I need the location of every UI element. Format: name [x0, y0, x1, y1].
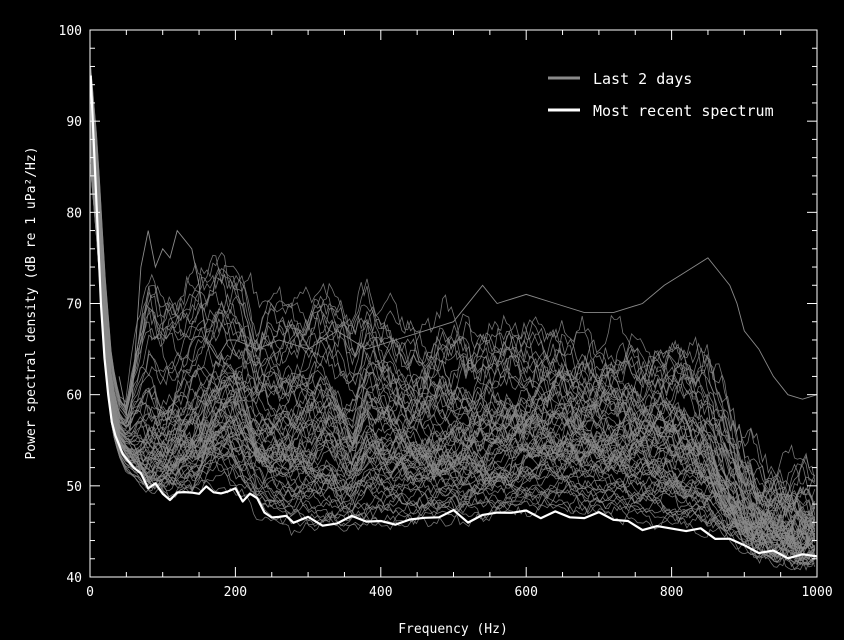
history-spectrum-line — [90, 71, 816, 523]
x-tick-label: 200 — [224, 585, 247, 600]
y-tick-label: 50 — [66, 480, 82, 495]
history-spectrum-line — [90, 66, 816, 482]
history-spectrum-line — [90, 70, 816, 529]
history-spectrum-line — [90, 103, 816, 557]
recent-spectrum-group — [89, 75, 818, 560]
y-tick-label: 40 — [66, 571, 82, 586]
history-spectrum-line — [90, 88, 816, 520]
history-spectrum-line — [90, 141, 816, 563]
history-spectrum-line — [90, 105, 816, 559]
recent-spectrum-line — [89, 75, 818, 560]
x-tick-label: 800 — [660, 585, 683, 600]
history-spectrum-line — [90, 122, 816, 558]
history-spectrum-line — [90, 71, 816, 529]
history-spectrum-line — [90, 150, 816, 561]
y-tick-label: 60 — [66, 389, 82, 404]
history-spectrum-line — [90, 130, 816, 565]
legend-label-history: Last 2 days — [593, 70, 692, 88]
history-spectrum-line — [90, 115, 816, 557]
y-tick-label: 90 — [66, 115, 82, 130]
history-spectrum-line — [90, 91, 816, 533]
y-axis-label: Power spectral density (dB re 1 uPa²/Hz) — [24, 146, 39, 459]
x-axis-ticks: 0 200 400 600 800 1000 — [86, 30, 833, 600]
history-spectrum-line — [90, 74, 816, 515]
y-tick-label: 70 — [66, 298, 82, 313]
y-tick-label: 80 — [66, 206, 82, 221]
history-spectrum-line — [90, 67, 816, 518]
history-spectrum-line — [90, 124, 816, 563]
history-spectrum-line — [90, 128, 815, 562]
y-tick-label: 100 — [59, 24, 82, 39]
history-spectrum-line — [90, 86, 816, 531]
history-spectrum-line — [90, 129, 816, 561]
history-spectrum-line — [90, 164, 816, 560]
x-tick-label: 0 — [86, 585, 94, 600]
history-outlier-line — [118, 229, 818, 432]
x-tick-label: 400 — [369, 585, 392, 600]
history-spectrum-line — [90, 168, 816, 571]
history-spectrum-line — [90, 164, 816, 571]
x-axis-label: Frequency (Hz) — [398, 622, 508, 637]
history-spectrum-line — [90, 101, 816, 546]
y-axis-ticks: 40 50 60 70 80 90 100 — [59, 24, 817, 586]
legend-label-recent: Most recent spectrum — [593, 102, 774, 120]
history-spectrum-line — [90, 166, 816, 564]
history-spectra-group — [90, 66, 818, 571]
x-tick-label: 600 — [514, 585, 537, 600]
history-spectrum-line — [90, 99, 816, 545]
legend: Last 2 days Most recent spectrum — [548, 70, 774, 120]
x-tick-label: 1000 — [801, 585, 832, 600]
history-spectrum-line — [90, 94, 816, 521]
